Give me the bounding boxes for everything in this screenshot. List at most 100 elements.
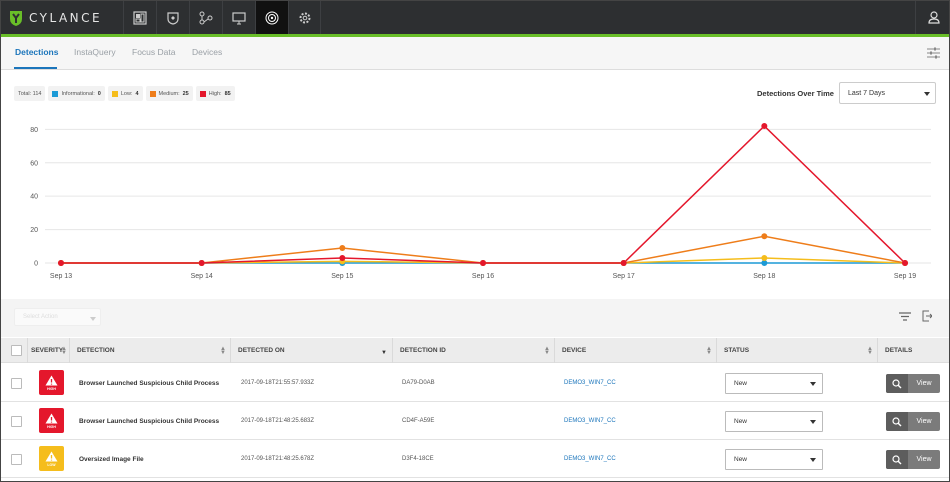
tab-bar: Detections InstaQuery Focus Data Devices [1, 37, 949, 70]
view-details-button[interactable]: View [886, 412, 940, 431]
nav-optics-button[interactable] [255, 1, 288, 34]
time-range-value: Last 7 Days [848, 90, 885, 97]
column-divider [877, 338, 878, 363]
header-status[interactable]: STATUS [724, 347, 750, 354]
severity-legend: Total: 114 Informational: 0 Low: 4 Mediu… [14, 86, 235, 101]
sort-descending-icon[interactable]: ▼ [381, 350, 387, 356]
row-checkbox[interactable] [11, 364, 22, 402]
data-point-high [198, 260, 205, 266]
column-divider [27, 338, 28, 363]
nav-network-button[interactable] [189, 1, 222, 34]
data-point-high [761, 123, 768, 130]
status-value: New [734, 380, 748, 387]
status-value: New [734, 456, 748, 463]
nav-devices-button[interactable] [222, 1, 255, 34]
detections-over-time-label: Detections Over Time [757, 89, 834, 98]
tab-detections[interactable]: Detections [15, 47, 59, 57]
nav-settings-button[interactable] [288, 1, 321, 34]
header-detected-on[interactable]: DETECTED ON [238, 347, 285, 354]
legend-medium[interactable]: Medium: 25 [145, 86, 193, 101]
severity-high-badge: HIGH [39, 408, 64, 433]
chevron-down-icon [810, 458, 816, 462]
accent-bar [1, 34, 949, 37]
sort-toggle-icon[interactable]: ▲ ▼ [544, 346, 550, 356]
legend-total: Total: 114 [14, 86, 46, 101]
chevron-down-icon [810, 382, 816, 386]
sort-toggle-icon[interactable]: ▲ ▼ [706, 346, 712, 356]
x-tick-label: Sep 15 [331, 273, 353, 280]
filter-settings-icon[interactable] [927, 47, 940, 59]
data-point-low [761, 254, 768, 261]
detected-on: 2017-09-18T21:55:57.933Z [241, 380, 315, 386]
detection-name: Browser Launched Suspicious Child Proces… [79, 417, 220, 425]
header-detection-id[interactable]: DETECTION ID [400, 347, 446, 354]
header-details: DETAILS [885, 347, 913, 354]
x-tick-label: Sep 17 [613, 273, 635, 280]
protection-shield-icon [167, 11, 179, 25]
sort-toggle-icon[interactable]: ▲ ▼ [61, 346, 67, 356]
device-link[interactable]: DEMO3_WIN7_CC [564, 456, 616, 462]
nav-protection-button[interactable] [156, 1, 189, 34]
time-range-select[interactable]: Last 7 Days [839, 82, 936, 104]
row-checkbox[interactable] [11, 440, 22, 478]
legend-informational[interactable]: Informational: 0 [48, 86, 105, 101]
column-divider [230, 338, 231, 363]
severity-level-label: HIGH [47, 424, 56, 429]
status-select[interactable]: New [725, 411, 823, 432]
user-menu-button[interactable] [915, 1, 949, 34]
tab-devices[interactable]: Devices [192, 47, 223, 57]
high-swatch [199, 90, 206, 97]
select-all-checkbox[interactable] [11, 338, 22, 363]
severity-high-badge: HIGH [39, 370, 64, 395]
table-row[interactable]: LOW Oversized Image File 2017-09-18T21:4… [1, 440, 949, 478]
tab-instaquery[interactable]: InstaQuery [74, 47, 116, 57]
detection-id: CD4F-A59E [402, 418, 435, 424]
legend-high[interactable]: High: 85 [195, 86, 235, 101]
select-action-dropdown[interactable]: Select Action [14, 308, 101, 326]
sort-lines-icon[interactable] [899, 312, 911, 321]
header-severity[interactable]: SEVERITY [31, 347, 64, 354]
legend-count: 4 [135, 90, 139, 97]
header-device[interactable]: DEVICE [562, 347, 587, 354]
legend-label: Low: [120, 90, 133, 97]
nav-dashboard-button[interactable] [123, 1, 156, 34]
user-icon [927, 11, 940, 24]
table-row[interactable]: HIGH Browser Launched Suspicious Child P… [1, 402, 949, 440]
detected-on: 2017-09-18T21:48:25.683Z [241, 418, 315, 424]
column-divider [554, 338, 555, 363]
tab-focus-data[interactable]: Focus Data [132, 47, 176, 57]
export-icon[interactable] [922, 310, 932, 322]
zoom-search-icon [892, 378, 902, 388]
view-details-button[interactable]: View [886, 450, 940, 469]
table-row[interactable]: HIGH Browser Launched Suspicious Child P… [1, 364, 949, 402]
view-details-button[interactable]: View [886, 374, 940, 393]
device-link[interactable]: DEMO3_WIN7_CC [564, 380, 616, 386]
legend-total-label: Total: 114 [18, 90, 42, 97]
column-divider [716, 338, 717, 363]
severity-level-label: HIGH [47, 386, 56, 391]
view-label: View [916, 418, 932, 425]
device-link[interactable]: DEMO3_WIN7_CC [564, 418, 616, 424]
x-tick-label: Sep 19 [894, 273, 916, 280]
zoom-search-icon [892, 454, 902, 464]
brand[interactable]: CYLANCE [9, 8, 102, 28]
legend-label: High: [208, 90, 222, 97]
zoom-search-icon [892, 416, 902, 426]
detection-id: D3F4-18CE [402, 456, 434, 462]
y-tick-label: 40 [30, 194, 38, 201]
detection-id: DA79-D0AB [402, 380, 435, 386]
data-point-high [620, 260, 627, 266]
y-tick-label: 0 [34, 261, 38, 268]
warning-triangle-icon [45, 451, 58, 461]
status-select[interactable]: New [725, 373, 823, 394]
status-select[interactable]: New [725, 449, 823, 470]
legend-low[interactable]: Low: 4 [107, 86, 143, 101]
chevron-down-icon [90, 317, 96, 321]
row-checkbox[interactable] [11, 402, 22, 440]
legend-label: Medium: [158, 90, 180, 97]
data-point-medium [761, 233, 768, 240]
sort-toggle-icon[interactable]: ▲ ▼ [867, 346, 873, 356]
sort-toggle-icon[interactable]: ▲ ▼ [220, 346, 226, 356]
header-detection[interactable]: DETECTION [77, 347, 115, 354]
